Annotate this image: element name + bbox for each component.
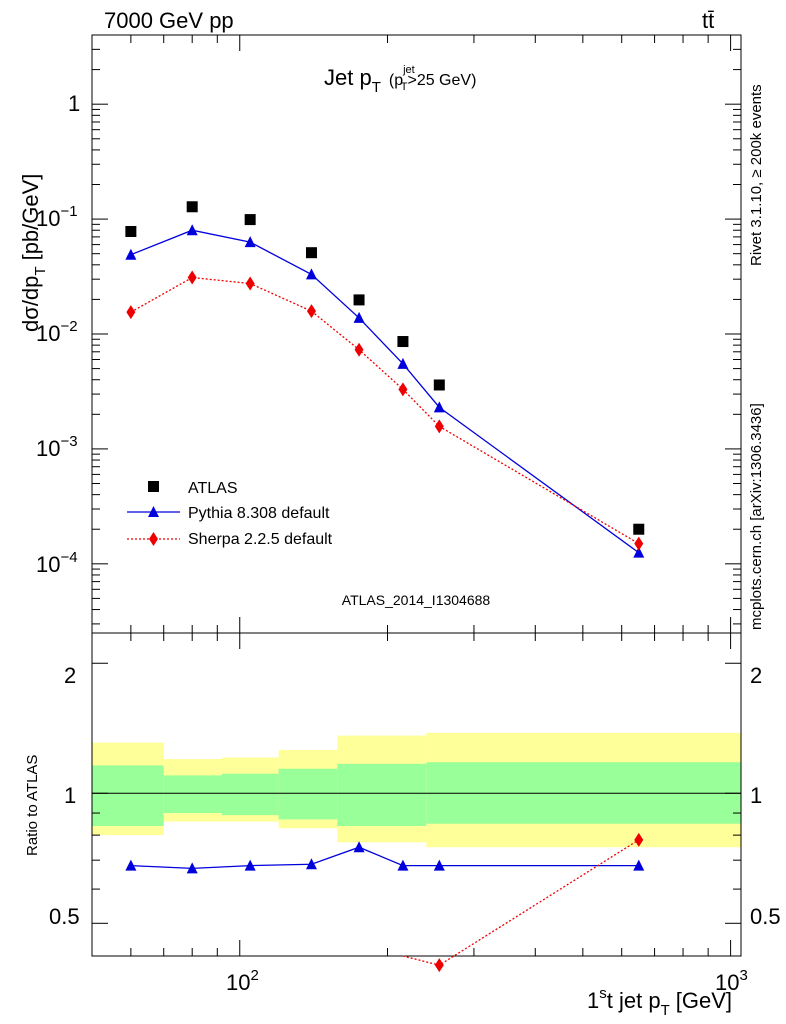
analysis-tag: ATLAS_2014_I1304688 [342,592,491,608]
ratio-pythia-point [305,858,317,870]
sherpa-point [187,270,197,285]
band-inner-1 [163,775,222,814]
main-y-axis-label: dσ/dpT[pb/GeV] [18,174,49,332]
pythia-point [397,357,409,369]
sherpa-point [634,536,644,551]
ytick-label-1e-1: 10−1 [36,203,78,231]
sherpa-point [245,276,255,291]
pythia-line [130,229,640,554]
ratio-pythia-point [397,859,409,871]
atlas-point [244,214,256,226]
sherpa-point [126,305,136,320]
band-inner-2 [221,773,279,816]
band-inner-3 [278,768,338,820]
ratio-sherpa-point [634,832,644,847]
ytick-label-1e-4: 10−4 [36,549,78,577]
pythia-point [633,546,645,558]
ratio-pythia-line [130,846,639,870]
legend-pythia-label: Pythia 8.308 default [188,505,330,522]
atlas-point [433,379,445,391]
atlas-point [305,247,317,259]
ratio-ytick-1-left: 1 [64,783,76,808]
legend-sherpa-marker [149,532,158,546]
legend-atlas-label: ATLAS [188,480,238,497]
plot-title: Jet pT (pjet T>25 GeV) [324,64,476,96]
ratio-pythia-point [186,862,198,874]
rivet-version-label: Rivet 3.1.10, ≥ 200k events [748,84,765,266]
ratio-ytick-1-right: 1 [750,783,762,808]
xtick-label-1000: 103 [715,967,748,995]
ytick-label-1e-2: 10−2 [36,318,78,346]
energy-label: 7000 GeV pp [104,8,234,33]
sherpa-point [354,342,364,357]
ytick-label-1: 1 [68,91,80,116]
main-y-tick-labels: 10−4 10−3 10−2 10−1 1 [36,91,80,577]
axis-ticks [91,34,741,956]
ratio-plot-frame [91,632,742,957]
ratio-sherpa-point [434,958,444,973]
x-tick-labels: 102 103 [226,967,748,995]
band-inner-0 [92,765,164,826]
pythia-point [186,224,198,236]
xtick-label-100: 102 [226,967,259,995]
legend-sherpa-label: Sherpa 2.2.5 default [188,531,333,548]
sherpa-point [398,382,408,397]
sherpa-point [306,304,316,319]
legend-pythia-marker [148,506,159,517]
sherpa-point [434,419,444,434]
ratio-ytick-05-right: 0.5 [750,904,781,929]
legend-atlas-marker [148,481,159,492]
atlas-point [353,294,365,306]
ratio-sherpa-line [402,839,640,966]
atlas-point [186,201,198,213]
ratio-pythia-point [633,859,645,871]
atlas-point [633,523,645,535]
data-series [125,201,645,973]
ratio-ytick-05-left: 0.5 [49,904,80,929]
ytick-label-1e-3: 10−3 [36,433,78,461]
ratio-pythia-point [125,859,137,871]
ratio-y-axis-label: Ratio to ATLAS [24,755,41,856]
ratio-ytick-2-right: 2 [750,663,762,688]
ratio-ytick-2-left: 2 [64,663,76,688]
pythia-point [305,268,317,280]
pythia-point [353,311,365,323]
sherpa-line [130,276,640,545]
atlas-point [125,225,137,237]
pythia-point [125,248,137,260]
process-label: tt̄ [702,8,714,33]
ratio-y-tick-labels: 2 1 0.5 2 1 0.5 [49,663,781,929]
mcplots-source-label: mcplots.cern.ch [arXiv:1306.3436] [748,403,765,630]
uncertainty-bands [92,732,741,848]
pythia-point [244,236,256,248]
atlas-point [397,336,409,348]
pythia-point [433,401,445,413]
ratio-pythia-point [244,859,256,871]
band-inner-4 [337,763,427,826]
legend: ATLAS Pythia 8.308 default Sherpa 2.2.5 … [127,480,333,548]
ratio-pythia-point [353,841,365,853]
x-axis-label: 1st jet pT [GeV] [587,985,732,1019]
ratio-pythia-point [433,859,445,871]
